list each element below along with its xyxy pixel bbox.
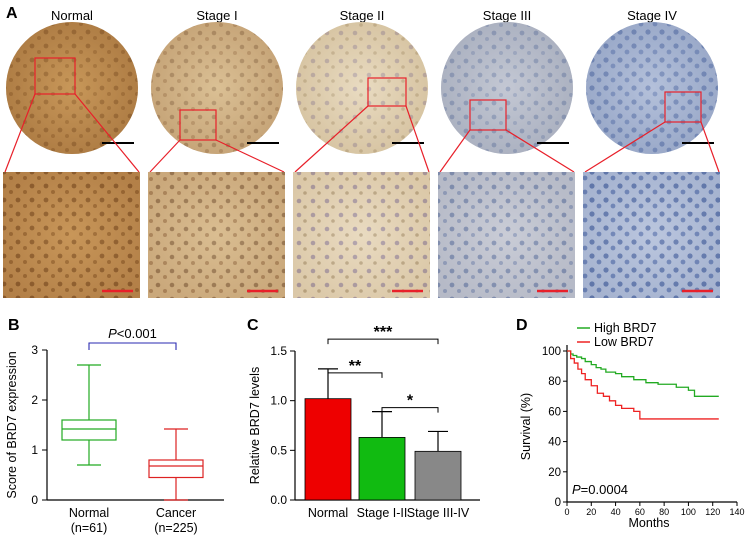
p-value: =0.0004 [581, 482, 628, 497]
significance-bracket [327, 372, 383, 378]
x-tick-label: 80 [659, 507, 669, 517]
p-value-label: P<0.001 [108, 326, 157, 341]
y-tick-label: 80 [548, 376, 561, 388]
zoom-line [74, 93, 140, 173]
zoom-line [405, 105, 430, 173]
tissue-magnified-tone [148, 172, 285, 298]
tissue-core-texture [151, 22, 283, 154]
x-axis-label: Months [629, 516, 670, 530]
category-label: Normal [308, 506, 348, 520]
y-tick-label: 20 [548, 467, 561, 479]
zoom-line [700, 121, 720, 173]
zoom-region [664, 91, 702, 123]
y-tick-label: 2 [31, 393, 38, 407]
y-tick-label: 1 [31, 443, 38, 457]
tissue-core-texture [6, 22, 138, 154]
category-n-label: (n=61) [71, 521, 107, 535]
x-tick-label: 20 [586, 507, 596, 517]
panel-label-b: B [8, 317, 20, 334]
y-tick-label: 0.5 [270, 443, 287, 457]
x-tick-label: 60 [635, 507, 645, 517]
p-symbol: P [108, 326, 117, 341]
zoom-region [179, 109, 217, 141]
significance-label: ** [349, 358, 362, 375]
box [61, 419, 117, 441]
p-symbol: P [572, 482, 581, 497]
y-tick-label: 40 [548, 437, 561, 449]
zoom-region [469, 99, 507, 131]
significance-bracket [327, 338, 439, 345]
y-axis-label: Relative BRD7 levels [248, 367, 262, 484]
x-tick-label: 100 [681, 507, 696, 517]
panel-label-d: D [516, 317, 528, 334]
significance-bracket [381, 407, 439, 413]
panel-label-a: A [6, 5, 18, 22]
significance-label: * [407, 393, 414, 410]
zoom-line [215, 139, 285, 173]
y-tick-label: 100 [542, 346, 561, 358]
y-tick-label: 1.5 [270, 344, 287, 358]
panel-d: D 0 20 40 60 80 100 0 20 40 60 80 100 120 140 Months Sur… [516, 317, 745, 530]
legend-label: High BRD7 [594, 321, 657, 335]
zoom-line [439, 129, 471, 173]
stage-title: Normal [51, 8, 93, 23]
zoom-region [34, 57, 76, 95]
y-tick-label: 60 [548, 406, 561, 418]
y-axis-label: Score of BRD7 expression [5, 351, 19, 498]
y-tick-label: 0 [31, 493, 38, 507]
zoom-line [4, 93, 36, 173]
x-tick-label: 0 [564, 507, 569, 517]
panel-b: B 0 1 2 3 Score of BRD7 expression Normal(n=61… [5, 317, 224, 535]
category-label: Normal [69, 506, 109, 520]
p-value-label: P=0.0004 [572, 482, 628, 497]
tissue-magnified-tone [583, 172, 720, 298]
panel-c: C 0.0 0.5 1.0 1.5 Relative BRD7 levels Normal S… [247, 317, 480, 520]
legend-label: Low BRD7 [594, 335, 654, 349]
stage-title: Stage IV [627, 8, 677, 23]
bar [414, 450, 462, 501]
x-tick-label: 120 [705, 507, 720, 517]
tissue-magnified-tone [293, 172, 430, 298]
y-tick-label: 3 [31, 343, 38, 357]
zoom-line [294, 105, 369, 173]
tissue-core-texture [441, 22, 573, 154]
significance-bracket [88, 342, 177, 350]
y-tick-label: 0 [555, 497, 561, 509]
zoom-line [505, 129, 575, 173]
bar [358, 437, 406, 501]
x-tick-label: 40 [611, 507, 621, 517]
tissue-magnified-tone [438, 172, 575, 298]
category-n-label: (n=225) [154, 521, 197, 535]
y-tick-label: 0.0 [270, 493, 287, 507]
box [148, 459, 204, 479]
panel-label-c: C [247, 317, 259, 334]
zoom-line [149, 139, 181, 173]
x-tick-label: 140 [729, 507, 744, 517]
zoom-region [367, 77, 407, 107]
category-label: Stage III-IV [407, 506, 470, 520]
tissue-core-texture [296, 22, 428, 154]
bar [304, 398, 352, 501]
panel-a: Normal Stage I Stage II Stage III Stage IV [3, 8, 720, 298]
tissue-magnified-tone [3, 172, 140, 298]
p-value: <0.001 [117, 326, 157, 341]
stage-title: Stage III [483, 8, 531, 23]
y-axis-label: Survival (%) [519, 393, 533, 460]
category-label: Cancer [156, 506, 196, 520]
zoom-line [584, 121, 666, 173]
tissue-core-texture [586, 22, 718, 154]
survival-curve [567, 350, 719, 397]
stage-title: Stage I [196, 8, 237, 23]
survival-curve [567, 350, 719, 420]
category-label: Stage I-II [357, 506, 408, 520]
y-tick-label: 1.0 [270, 394, 287, 408]
stage-title: Stage II [340, 8, 385, 23]
significance-label: *** [374, 324, 393, 341]
